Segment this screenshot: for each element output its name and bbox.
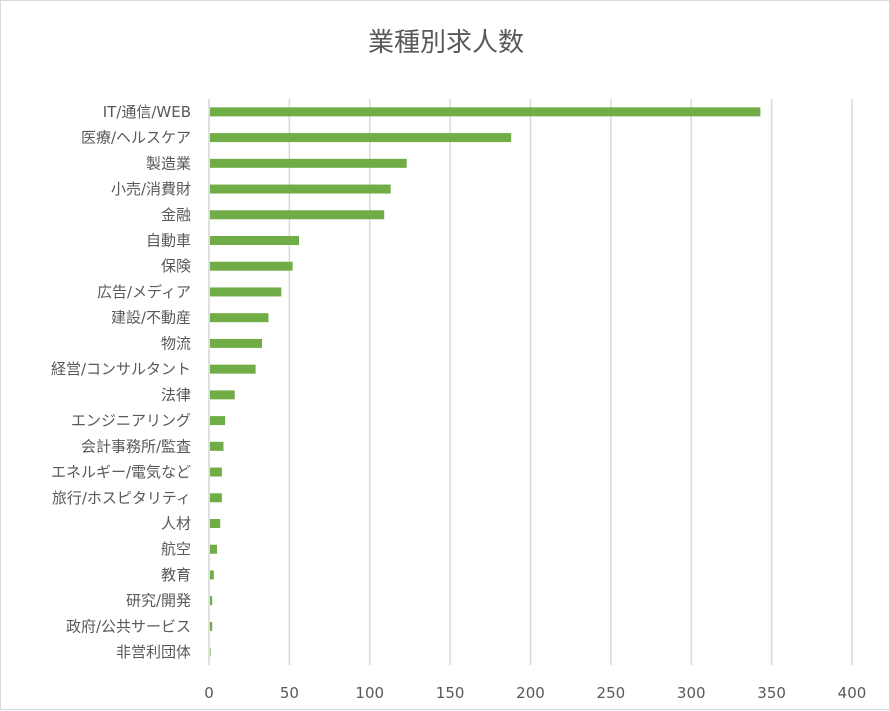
category-label: 航空 <box>161 540 191 558</box>
bar <box>210 107 761 117</box>
x-tick-labels: 0 50 100 150 200 250 300 350 400 <box>204 684 866 702</box>
bar <box>210 390 235 400</box>
bar <box>210 647 211 657</box>
x-tick-label: 150 <box>436 684 465 702</box>
bar <box>210 544 218 554</box>
category-label: 経営/コンサルタント <box>51 360 191 378</box>
category-label: エネルギー/電気など <box>51 463 191 481</box>
x-tick-label: 400 <box>838 684 867 702</box>
bar <box>210 416 226 426</box>
category-label: 建設/不動産 <box>111 309 191 327</box>
bar <box>210 621 213 631</box>
x-tick-label: 250 <box>597 684 626 702</box>
category-label: 非営利団体 <box>116 643 191 661</box>
category-label: 自動車 <box>146 232 191 250</box>
category-label: 旅行/ホスピタリティ <box>52 489 191 507</box>
x-tick-label: 350 <box>757 684 786 702</box>
bar <box>210 570 214 580</box>
bar <box>210 184 391 194</box>
x-tick-label: 300 <box>677 684 706 702</box>
bar <box>210 261 293 271</box>
category-label: 物流 <box>161 334 191 352</box>
category-label: 金融 <box>161 206 191 224</box>
bar <box>210 313 269 323</box>
bar <box>210 467 222 477</box>
x-tick-label: 0 <box>204 684 214 702</box>
category-labels: IT/通信/WEB 医療/ヘルスケア製造業小売/消費財金融自動車保険広告/メディア… <box>51 103 191 661</box>
category-label: 政府/公共サービス <box>66 617 191 635</box>
bar <box>210 441 224 451</box>
category-label: 医療/ヘルスケア <box>81 129 191 147</box>
x-tick-label: 50 <box>280 684 299 702</box>
bar <box>210 519 221 528</box>
category-label: 広告/メディア <box>97 283 191 301</box>
category-label: IT/通信/WEB <box>103 103 191 121</box>
bar <box>210 364 256 374</box>
category-label: 製造業 <box>146 154 191 172</box>
category-label: 小売/消費財 <box>111 180 191 198</box>
bar <box>210 493 222 503</box>
category-label: 人材 <box>161 515 191 533</box>
bar <box>210 287 282 297</box>
category-label: 保険 <box>161 257 191 275</box>
bar <box>210 158 407 168</box>
bar <box>210 210 385 220</box>
bar <box>210 236 300 245</box>
bar <box>210 133 512 143</box>
category-label: 教育 <box>161 566 191 584</box>
category-label: 会計事務所/監査 <box>81 437 191 455</box>
bar <box>210 596 213 606</box>
grid-lines <box>208 99 853 665</box>
x-tick-label: 100 <box>355 684 384 702</box>
chart-title: 業種別求人数 <box>368 28 524 58</box>
x-tick-label: 200 <box>516 684 545 702</box>
bars <box>210 107 761 657</box>
category-label: 法律 <box>161 386 191 404</box>
category-label: エンジニアリング <box>71 412 191 430</box>
category-label: 研究/開発 <box>126 592 191 610</box>
bar <box>210 338 263 348</box>
